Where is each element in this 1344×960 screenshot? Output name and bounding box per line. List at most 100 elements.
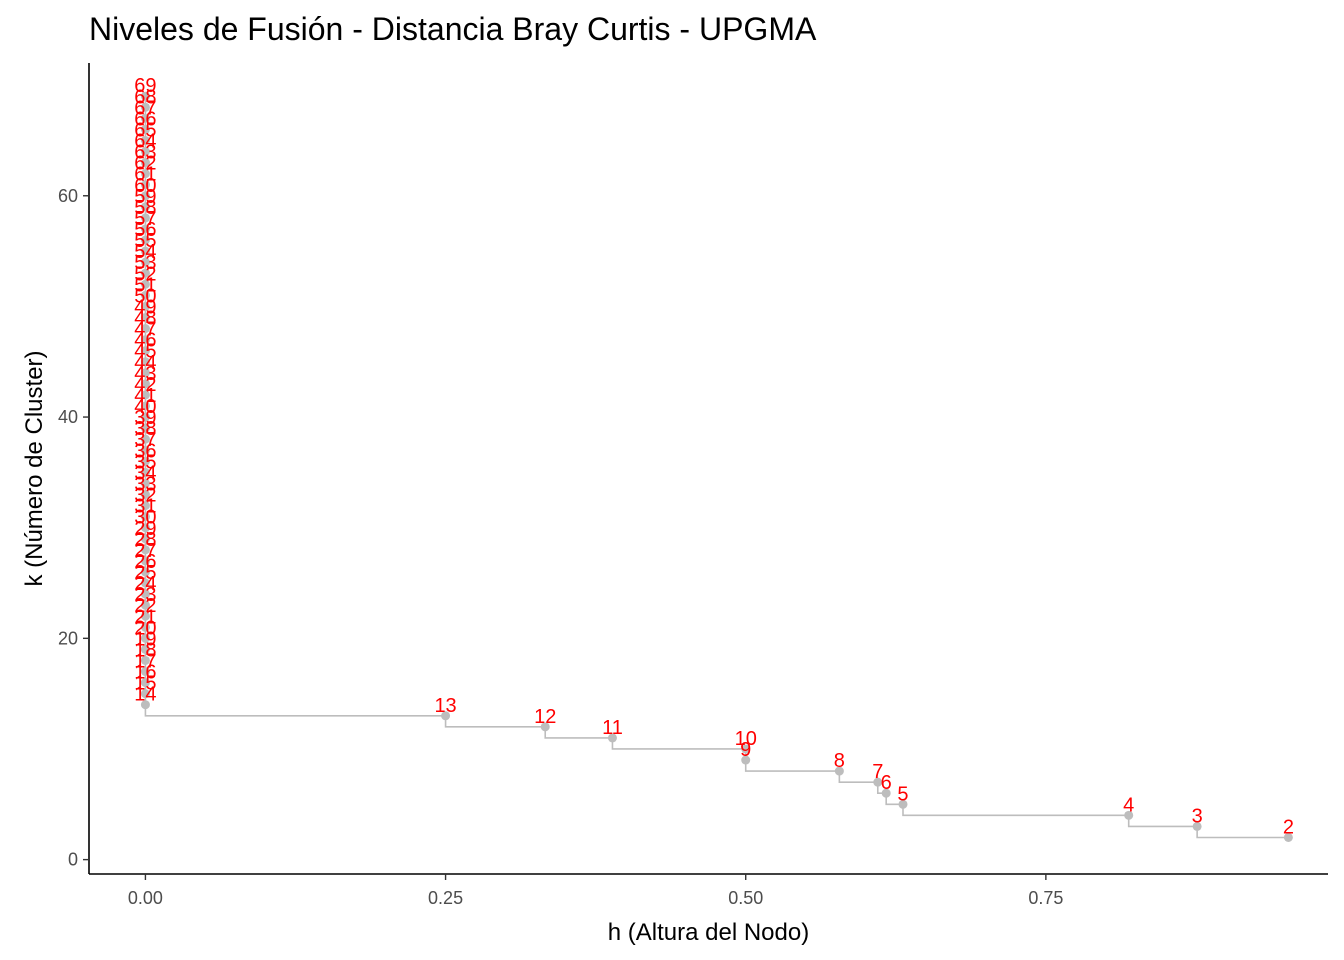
data-point <box>607 733 617 743</box>
data-point <box>140 534 150 544</box>
y-tick-label: 60 <box>58 186 78 206</box>
data-point <box>140 445 150 455</box>
data-point-label: 66 <box>134 108 156 130</box>
data-point-label: 8 <box>834 750 845 772</box>
data-point-label: 56 <box>134 219 156 241</box>
data-point-label: 65 <box>134 119 156 141</box>
data-point <box>140 589 150 599</box>
data-point-label: 15 <box>134 673 156 695</box>
data-point-label: 21 <box>134 606 156 628</box>
data-point <box>140 257 150 267</box>
data-point-label: 9 <box>740 739 751 761</box>
data-point-label: 54 <box>134 241 156 263</box>
data-point <box>881 788 891 798</box>
data-point-label: 52 <box>134 263 156 285</box>
data-point <box>140 290 150 300</box>
data-point-label: 23 <box>134 584 156 606</box>
data-point-label: 45 <box>134 341 156 363</box>
data-point-label: 12 <box>534 706 556 728</box>
data-point-label: 18 <box>134 639 156 661</box>
data-point <box>140 379 150 389</box>
data-point <box>140 434 150 444</box>
data-point <box>140 279 150 289</box>
data-point-label: 10 <box>735 728 757 750</box>
chart-title: Niveles de Fusión - Distancia Bray Curti… <box>89 11 817 47</box>
data-point <box>873 777 883 787</box>
data-point <box>140 478 150 488</box>
data-point-label: 29 <box>134 518 156 540</box>
y-tick-label: 40 <box>58 407 78 427</box>
data-point-label: 49 <box>134 296 156 318</box>
x-tick-label: 0.00 <box>128 888 163 908</box>
data-point <box>140 512 150 522</box>
x-tick-label: 0.50 <box>728 888 763 908</box>
data-point <box>140 180 150 190</box>
point-label-group: 6968676665646362616059585756555453525150… <box>134 75 1294 838</box>
data-point-label: 22 <box>134 595 156 617</box>
data-point <box>140 578 150 588</box>
data-point <box>140 556 150 566</box>
data-point <box>140 213 150 223</box>
data-point <box>140 124 150 134</box>
y-axis-title: k (Número de Cluster) <box>21 350 48 586</box>
data-point-label: 41 <box>134 385 156 407</box>
point-group <box>140 91 1293 842</box>
data-point-label: 55 <box>134 230 156 252</box>
data-point-label: 17 <box>134 651 156 673</box>
data-point <box>1124 810 1134 820</box>
data-point-label: 44 <box>134 352 156 374</box>
data-point-label: 51 <box>134 274 156 296</box>
data-point <box>140 401 150 411</box>
data-point-label: 68 <box>134 86 156 108</box>
data-point-label: 11 <box>602 717 623 739</box>
data-point <box>140 268 150 278</box>
data-point-label: 37 <box>134 429 156 451</box>
data-point <box>140 501 150 511</box>
data-point <box>140 147 150 157</box>
data-point-label: 61 <box>134 164 156 186</box>
data-point-label: 35 <box>134 451 156 473</box>
step-line-group <box>144 96 1289 839</box>
data-point-label: 47 <box>134 319 156 341</box>
data-point-label: 14 <box>134 684 156 706</box>
data-point <box>140 667 150 677</box>
data-point <box>834 766 844 776</box>
data-point-label: 32 <box>134 485 156 507</box>
data-point-label: 38 <box>134 418 156 440</box>
data-point <box>140 301 150 311</box>
data-point <box>140 423 150 433</box>
data-point <box>140 113 150 123</box>
data-point-label: 31 <box>134 496 156 518</box>
data-point-label: 69 <box>134 75 156 97</box>
data-point-label: 40 <box>134 396 156 418</box>
data-point <box>140 368 150 378</box>
data-point-label: 13 <box>434 695 456 717</box>
data-point <box>140 135 150 145</box>
data-point-label: 36 <box>134 440 156 462</box>
data-point-label: 63 <box>134 142 156 164</box>
data-point <box>540 722 550 732</box>
data-point <box>140 335 150 345</box>
step-line <box>144 96 1289 839</box>
data-point-label: 16 <box>134 662 156 684</box>
data-point <box>140 346 150 356</box>
y-tick-label: 20 <box>58 628 78 648</box>
data-point-label: 7 <box>872 761 883 783</box>
data-point <box>140 545 150 555</box>
data-point <box>140 224 150 234</box>
data-point-label: 50 <box>134 285 156 307</box>
plot-area: 6968676665646362616059585756555453525150… <box>134 75 1294 842</box>
data-point-label: 34 <box>134 462 156 484</box>
data-point-label: 2 <box>1283 816 1294 838</box>
data-point <box>140 644 150 654</box>
data-point <box>140 357 150 367</box>
data-point <box>898 799 908 809</box>
data-point <box>1192 821 1202 831</box>
data-point-label: 33 <box>134 474 156 496</box>
data-point-label: 64 <box>134 131 156 153</box>
data-point <box>140 390 150 400</box>
data-point-label: 43 <box>134 363 156 385</box>
data-point <box>441 711 451 721</box>
data-point-label: 5 <box>897 783 908 805</box>
